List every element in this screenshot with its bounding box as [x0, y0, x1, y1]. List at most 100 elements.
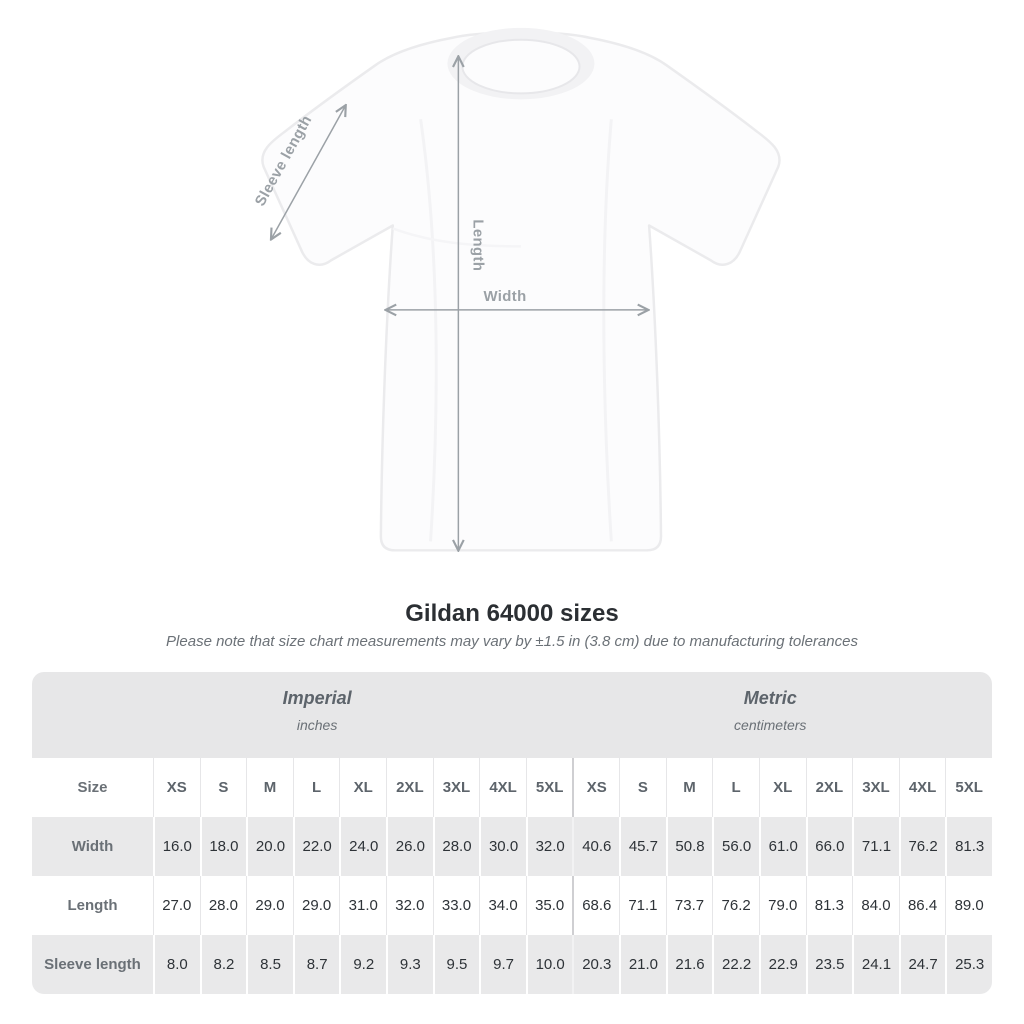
metric-value: 20.3: [572, 935, 619, 994]
metric-value: 25.3: [945, 935, 992, 994]
tshirt-diagram: Sleeve length Length Width: [252, 27, 781, 596]
imperial-value: 8.7: [292, 935, 340, 994]
imperial-value: 35.0: [525, 876, 573, 935]
imperial-value: 30.0: [479, 817, 526, 876]
metric-value: 73.7: [665, 876, 713, 935]
imperial-size-s: S: [199, 758, 247, 817]
unit-header-band: Imperial inches Metric centimeters: [32, 672, 992, 758]
row-label: Width: [71, 838, 114, 855]
metric-value: 21.6: [665, 935, 713, 994]
metric-size-3xl: 3XL: [852, 758, 899, 817]
metric-value: 81.3: [945, 817, 992, 876]
imperial-value: 10.0: [525, 935, 573, 994]
metric-value: 45.7: [619, 817, 666, 876]
metric-size-xl: XL: [758, 758, 806, 817]
metric-value: 56.0: [712, 817, 759, 876]
metric-value: 40.6: [572, 817, 619, 876]
imperial-value: 18.0: [199, 817, 247, 876]
metric-size-xs: XS: [572, 758, 619, 817]
tshirt-silhouette: [261, 27, 781, 552]
metric-value: 84.0: [852, 876, 899, 935]
measurement-row-sleeve-length: Sleeve length 8.0 8.2 8.5 8.7 9.2 9.3 9.5 9.7 10.…: [32, 935, 992, 994]
imperial-unit-label: inches: [296, 717, 338, 733]
imperial-value: 24.0: [339, 817, 386, 876]
metric-size-5xl: 5XL: [945, 758, 992, 817]
row-label: Length: [67, 897, 118, 914]
imperial-value: 8.5: [246, 935, 293, 994]
metric-value: 24.7: [898, 935, 946, 994]
imperial-value: 9.2: [339, 935, 386, 994]
metric-value: 86.4: [898, 876, 946, 935]
imperial-value: 26.0: [386, 817, 433, 876]
imperial-value: 27.0: [153, 876, 200, 935]
metric-size-s: S: [619, 758, 666, 817]
imperial-value: 9.7: [479, 935, 526, 994]
metric-size-4xl: 4XL: [898, 758, 946, 817]
metric-value: 24.1: [852, 935, 899, 994]
imperial-value: 32.0: [525, 817, 573, 876]
imperial-value: 31.0: [339, 876, 386, 935]
imperial-size-3xl: 3XL: [432, 758, 480, 817]
metric-value: 76.2: [712, 876, 759, 935]
imperial-size-l: L: [292, 758, 340, 817]
imperial-value: 34.0: [479, 876, 526, 935]
imperial-value: 32.0: [386, 876, 433, 935]
imperial-value: 9.5: [432, 935, 480, 994]
metric-value: 50.8: [665, 817, 713, 876]
metric-value: 66.0: [805, 817, 853, 876]
width-arrow: Width: [387, 289, 647, 310]
tolerance-note: Please note that size chart measurements…: [166, 633, 858, 650]
imperial-group-header: Imperial inches: [283, 688, 352, 733]
page-title: Gildan 64000 sizes: [405, 600, 619, 627]
tshirt-collar: [447, 27, 595, 100]
imperial-value: 28.0: [432, 817, 480, 876]
row-label: Sleeve length: [44, 956, 141, 973]
metric-value: 79.0: [758, 876, 806, 935]
metric-size-2xl: 2XL: [805, 758, 853, 817]
imperial-value: 33.0: [432, 876, 480, 935]
metric-value: 61.0: [758, 817, 806, 876]
metric-size-l: L: [712, 758, 759, 817]
width-label: Width: [483, 289, 526, 305]
size-table-rows: Size XS S M L XL 2XL 3XL 4XL 5XL XS S M L XL 2XL 3XL 4XL 5…: [32, 758, 992, 994]
length-arrow: Length: [458, 58, 485, 550]
metric-value: 81.3: [805, 876, 853, 935]
imperial-value: 9.3: [386, 935, 433, 994]
metric-unit-label: centimeters: [734, 717, 807, 733]
metric-label: Metric: [743, 688, 797, 708]
size-corner-label: Size: [77, 779, 108, 796]
metric-value: 22.2: [712, 935, 759, 994]
imperial-value: 8.2: [199, 935, 247, 994]
length-label: Length: [469, 219, 485, 271]
imperial-size-xs: XS: [153, 758, 200, 817]
metric-value: 22.9: [758, 935, 806, 994]
metric-group-header: Metric centimeters: [734, 688, 806, 733]
imperial-value: 16.0: [153, 817, 200, 876]
metric-value: 76.2: [898, 817, 946, 876]
metric-value: 68.6: [572, 876, 619, 935]
metric-size-m: M: [665, 758, 713, 817]
imperial-size-xl: XL: [339, 758, 386, 817]
metric-value: 89.0: [945, 876, 992, 935]
metric-value: 21.0: [619, 935, 666, 994]
measurement-row-width: Width 16.0 18.0 20.0 22.0 24.0 26.0 28.0 30.0 32.…: [32, 817, 992, 876]
size-table: Imperial inches Metric centimeters Size X…: [32, 672, 992, 994]
imperial-size-m: M: [246, 758, 293, 817]
metric-value: 23.5: [805, 935, 853, 994]
imperial-value: 28.0: [199, 876, 247, 935]
tshirt-image: Sleeve length Length Width: [252, 27, 781, 596]
imperial-size-4xl: 4XL: [479, 758, 526, 817]
metric-value: 71.1: [619, 876, 666, 935]
imperial-value: 29.0: [292, 876, 340, 935]
imperial-value: 29.0: [246, 876, 293, 935]
imperial-value: 20.0: [246, 817, 293, 876]
imperial-label: Imperial: [282, 688, 352, 708]
metric-value: 71.1: [852, 817, 899, 876]
imperial-value: 22.0: [292, 817, 340, 876]
imperial-size-2xl: 2XL: [386, 758, 433, 817]
measurement-row-length: Length 27.0 28.0 29.0 29.0 31.0 32.0 33.0 34.0 35…: [32, 876, 992, 935]
imperial-size-5xl: 5XL: [525, 758, 573, 817]
size-header-row: Size XS S M L XL 2XL 3XL 4XL 5XL XS S M L XL 2XL 3XL 4XL 5…: [32, 758, 992, 817]
imperial-value: 8.0: [153, 935, 200, 994]
